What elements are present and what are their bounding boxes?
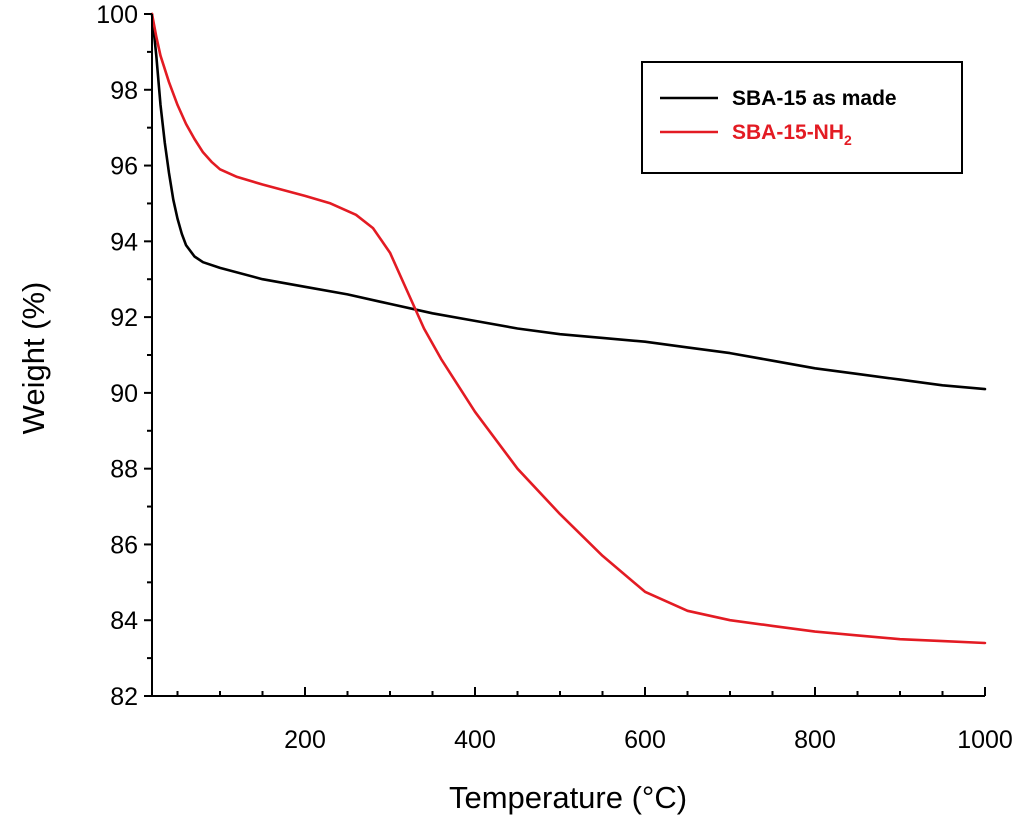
series-line-1 xyxy=(150,12,987,645)
x-tick-label-3: 800 xyxy=(794,726,836,754)
legend-entries: SBA-15 as made SBA-15-NH2 xyxy=(660,87,897,148)
ticks-layer: 82 84 86 88 90 92 94 96 98 100 200 400 600 800 1000 xyxy=(96,1,1013,754)
y-tick-label-4: 90 xyxy=(110,380,138,408)
series-line-0 xyxy=(150,12,987,391)
y-tick-label-7: 96 xyxy=(110,153,138,181)
y-axis-title: Weight (%) xyxy=(16,282,51,435)
x-axis-title: Temperature (°C) xyxy=(449,780,687,815)
x-tick-label-1: 400 xyxy=(454,726,496,754)
series-layer xyxy=(150,12,987,645)
y-tick-label-3: 88 xyxy=(110,456,138,484)
legend-label-1: SBA-15-NH2 xyxy=(732,121,852,148)
y-tick-label-2: 86 xyxy=(110,531,138,559)
y-tick-label-5: 92 xyxy=(110,304,138,332)
legend-label-subscript: 2 xyxy=(844,132,852,148)
x-tick-label-0: 200 xyxy=(284,726,326,754)
x-tick-label-2: 600 xyxy=(624,726,666,754)
legend: SBA-15 as made SBA-15-NH2 xyxy=(641,61,963,174)
y-tick-label-0: 82 xyxy=(110,683,138,711)
y-tick-label-1: 84 xyxy=(110,607,138,635)
y-tick-label-8: 98 xyxy=(110,77,138,105)
y-tick-label-6: 94 xyxy=(110,228,138,256)
legend-label-0: SBA-15 as made xyxy=(732,87,897,110)
x-tick-label-4: 1000 xyxy=(957,726,1013,754)
y-tick-label-9: 100 xyxy=(96,1,138,29)
legend-box xyxy=(641,61,963,174)
